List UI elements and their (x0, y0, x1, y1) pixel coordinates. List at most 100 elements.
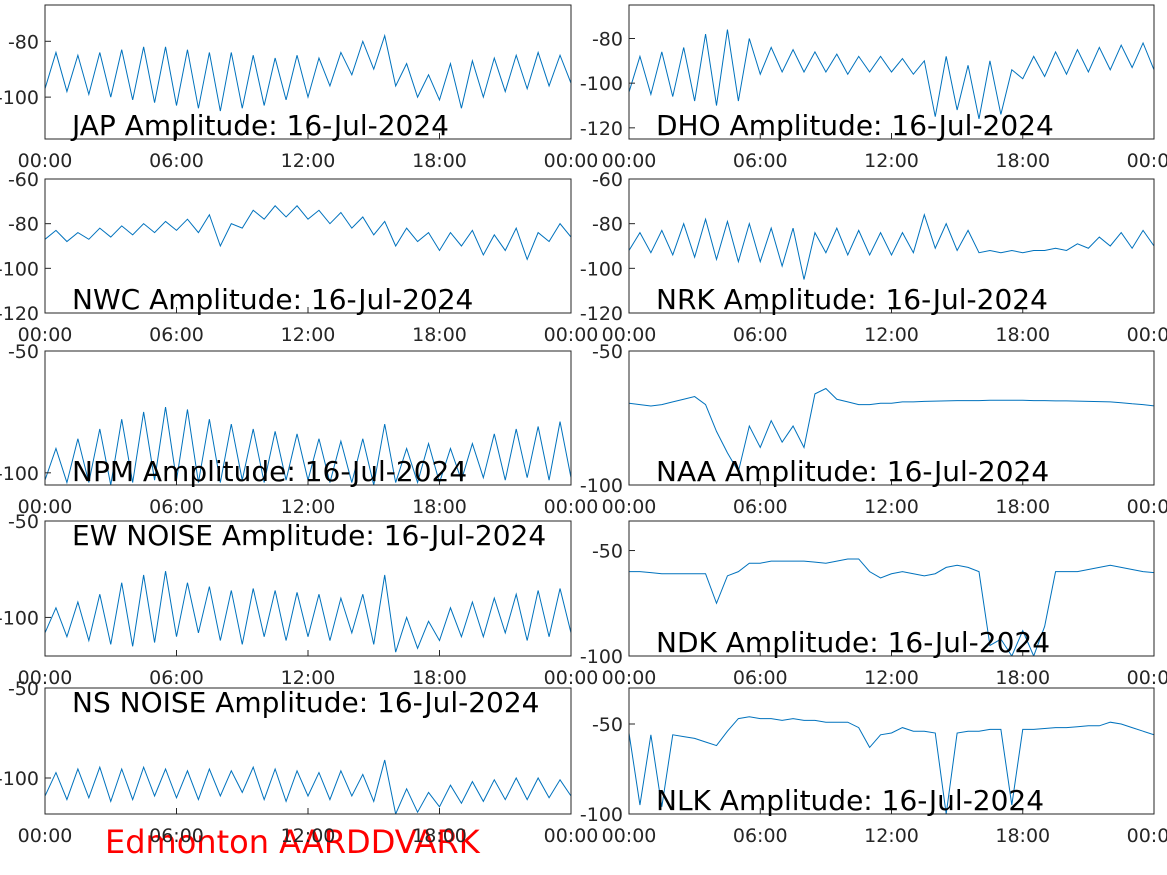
y-tick-label: -100 (580, 258, 623, 280)
panel-title: NS NOISE Amplitude: 16-Jul-2024 (72, 686, 539, 719)
y-tick-label: -100 (0, 768, 39, 790)
x-tick-label: 06:00 (149, 825, 204, 847)
x-tick-label: 00:00 (18, 667, 73, 689)
x-tick-label: 00:00 (544, 150, 599, 172)
x-tick-label: 18:00 (412, 496, 467, 518)
data-line (45, 205, 571, 261)
y-tick-label: -50 (8, 511, 39, 533)
y-tick-label: -100 (580, 646, 623, 668)
y-tick-label: -100 (0, 607, 39, 629)
y-tick-label: -80 (8, 31, 39, 53)
panel-title: NRK Amplitude: 16-Jul-2024 (656, 283, 1048, 316)
x-tick-label: 18:00 (412, 667, 467, 689)
x-tick-label: 12:00 (281, 496, 336, 518)
x-tick-label: 00:00 (602, 150, 657, 172)
x-tick-label: 18:00 (412, 825, 467, 847)
x-tick-label: 00:00 (602, 496, 657, 518)
x-tick-label: 06:00 (733, 150, 788, 172)
panel-title: NAA Amplitude: 16-Jul-2024 (656, 455, 1049, 488)
y-tick-label: -100 (0, 258, 39, 280)
footer: Edmonton AARDDVARK (105, 823, 481, 861)
data-line (629, 29, 1154, 119)
y-tick-label: -50 (8, 341, 39, 363)
x-tick-label: 12:00 (864, 324, 919, 346)
y-tick-label: -60 (592, 169, 623, 191)
panel-title: NWC Amplitude: 16-Jul-2024 (72, 283, 473, 316)
data-line (45, 759, 571, 814)
x-tick-label: 00:00 (602, 667, 657, 689)
y-tick-label: -60 (8, 169, 39, 191)
data-line (629, 387, 1154, 473)
x-tick-label: 12:00 (281, 667, 336, 689)
y-tick-label: -80 (592, 214, 623, 236)
x-tick-label: 06:00 (733, 825, 788, 847)
x-tick-label: 00:00 (602, 825, 657, 847)
data-line (45, 33, 571, 112)
x-tick-label: 12:00 (864, 667, 919, 689)
y-tick-label: -100 (0, 463, 39, 485)
y-tick-label: -50 (8, 678, 39, 700)
plot-area (45, 351, 571, 485)
x-tick-label: 00:00 (544, 667, 599, 689)
plot-area (45, 5, 571, 139)
x-tick-label: 18:00 (412, 324, 467, 346)
y-tick-label: -80 (8, 214, 39, 236)
x-tick-label: 18:00 (995, 150, 1050, 172)
x-tick-label: 06:00 (149, 324, 204, 346)
data-line (629, 716, 1154, 814)
y-tick-label: -120 (580, 303, 623, 325)
y-tick-label: -50 (592, 714, 623, 736)
x-tick-label: 00:00 (18, 324, 73, 346)
data-line (629, 213, 1154, 280)
x-tick-label: 12:00 (281, 324, 336, 346)
x-tick-label: 06:00 (733, 324, 788, 346)
x-tick-label: 00:00 (1127, 496, 1167, 518)
x-tick-label: 00:00 (1127, 667, 1167, 689)
data-line (45, 571, 571, 653)
panel-title: NLK Amplitude: 16-Jul-2024 (656, 784, 1044, 817)
x-tick-label: 00:00 (18, 825, 73, 847)
panel-title: NDK Amplitude: 16-Jul-2024 (656, 626, 1050, 659)
x-tick-label: 00:00 (544, 496, 599, 518)
x-tick-label: 00:00 (18, 496, 73, 518)
x-tick-label: 00:00 (602, 324, 657, 346)
x-tick-label: 12:00 (864, 825, 919, 847)
plot-area (45, 521, 571, 656)
x-tick-label: 00:00 (544, 324, 599, 346)
x-tick-label: 06:00 (149, 667, 204, 689)
x-tick-label: 06:00 (149, 496, 204, 518)
x-tick-label: 12:00 (281, 825, 336, 847)
plot-area (629, 688, 1154, 814)
y-tick-label: -100 (580, 73, 623, 95)
plot-area (45, 179, 571, 313)
y-tick-label: -100 (580, 475, 623, 497)
panel-title: NPM Amplitude: 16-Jul-2024 (72, 455, 467, 488)
y-tick-label: -120 (0, 303, 39, 325)
x-tick-label: 00:00 (1127, 324, 1167, 346)
y-tick-label: -80 (592, 29, 623, 51)
panel-title: EW NOISE Amplitude: 16-Jul-2024 (72, 519, 546, 552)
y-tick-label: -100 (580, 804, 623, 826)
x-tick-label: 12:00 (864, 150, 919, 172)
x-tick-label: 00:00 (1127, 825, 1167, 847)
x-tick-label: 18:00 (995, 496, 1050, 518)
y-tick-label: -100 (0, 87, 39, 109)
x-tick-label: 18:00 (995, 825, 1050, 847)
x-tick-label: 00:00 (1127, 150, 1167, 172)
y-tick-label: -120 (580, 118, 623, 140)
x-tick-label: 12:00 (281, 150, 336, 172)
plot-area (629, 351, 1154, 485)
x-tick-label: 18:00 (995, 324, 1050, 346)
plot-area (45, 688, 571, 814)
panel-title: DHO Amplitude: 16-Jul-2024 (656, 109, 1054, 142)
y-tick-label: -50 (592, 341, 623, 363)
x-tick-label: 06:00 (733, 496, 788, 518)
x-tick-label: 12:00 (864, 496, 919, 518)
x-tick-label: 06:00 (149, 150, 204, 172)
plot-area (629, 521, 1154, 656)
data-line (629, 558, 1154, 656)
x-tick-label: 00:00 (18, 150, 73, 172)
x-tick-label: 00:00 (544, 825, 599, 847)
